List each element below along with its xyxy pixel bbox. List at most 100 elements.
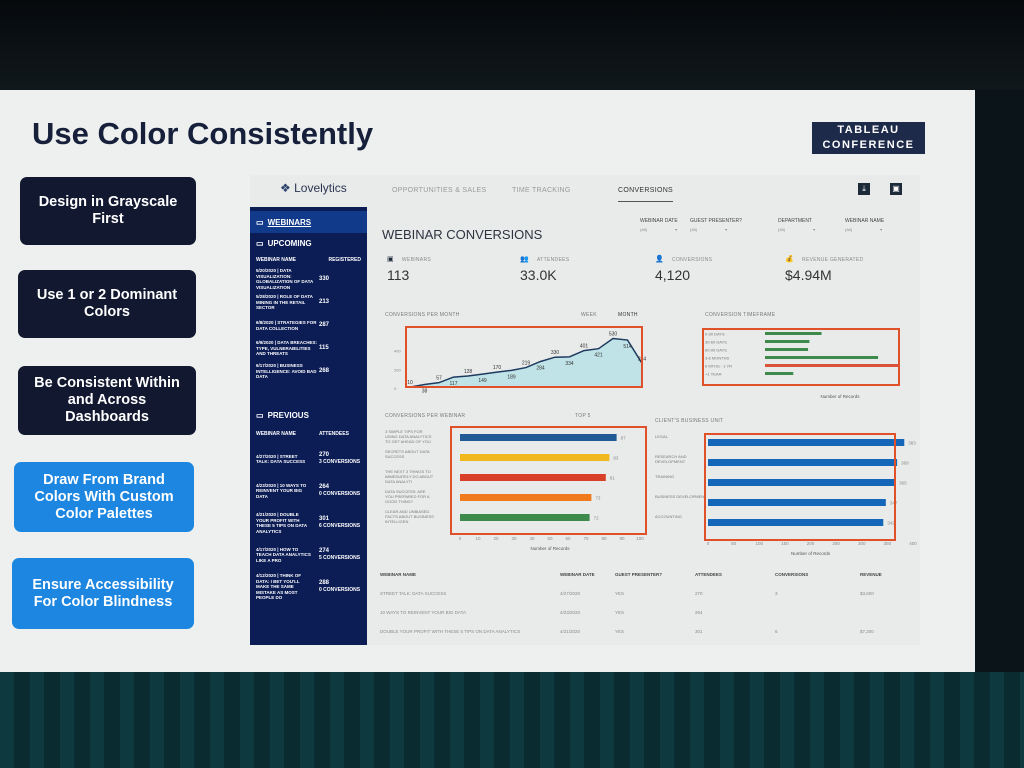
highlight-box [702,328,900,386]
data-label: 10 [407,380,413,386]
table-cell: 3 [775,591,778,596]
bar[interactable] [708,459,898,466]
tab-opportunities-sales[interactable]: OPPORTUNITIES & SALES [392,187,487,194]
previous-label: PREVIOUS [267,410,309,420]
kpi-value: $4.94M [785,267,832,283]
image-export-icon[interactable]: ▣ [890,183,902,195]
bar[interactable] [708,499,886,506]
filter-value: (All) ▾ [640,227,678,232]
webinar-name: 4/17/2020 | HOW TO TEACH DATA ANALYTICS … [256,546,311,563]
column-header[interactable]: GUEST PRESENTER? [615,572,663,577]
kpi-label: 💰 REVENUE GENERATED [785,255,863,263]
x-axis-label: Number of Records [530,546,570,551]
upcoming-row[interactable]: 6/9/2020 | DATA BREACHES: TYPE, VULNERAB… [250,337,367,360]
data-label: 347 [890,501,898,506]
bar[interactable] [765,340,810,343]
bar[interactable] [765,364,900,367]
category-label: CLEAR AND UNBIASED FACTS ABOUT BUSINESS IN… [385,509,434,524]
webinar-name: 6/9/2020 | DATA BREACHES: TYPE, VULNERAB… [256,340,317,357]
filter-dropdown[interactable]: WEBINAR DATE (All) ▾ [640,218,678,232]
bar[interactable] [708,519,884,526]
x-tick-label: 0 [707,541,710,546]
chevron-down-icon: ▾ [813,227,816,232]
bar[interactable] [460,434,617,441]
data-label: 72 [594,516,600,521]
data-label: 57 [436,376,442,382]
kpi-card: ▣ WEBINARS 113 [387,255,431,283]
table-cell: 6 [775,629,778,634]
data-label: 38 [422,388,428,394]
people-icon: 👥 [520,256,530,263]
table-cell: YES [615,610,625,615]
webinar-name: 4/21/2020 | DOUBLE YOUR PROFIT WITH THES… [256,512,307,534]
bar[interactable] [765,372,794,375]
column-header[interactable]: ATTENDEES [695,572,722,577]
business-unit-title: CLIENT'S BUSINESS UNIT [655,418,724,424]
bar[interactable] [708,439,905,446]
top-filter[interactable]: TOP 5 [575,413,591,419]
previous-row[interactable]: 4/21/2020 | DOUBLE YOUR PROFIT WITH THES… [250,507,367,539]
table-cell: 4/27/2020 [560,591,581,596]
previous-row[interactable]: 4/17/2020 | HOW TO TEACH DATA ANALYTICS … [250,539,367,571]
x-tick-label: 70 [583,536,589,541]
filter-label: WEBINAR DATE [640,218,678,224]
table-cell: 4/21/2020 [560,629,581,634]
bar[interactable] [460,514,590,521]
column-header[interactable]: WEBINAR DATE [560,572,595,577]
pdf-icon[interactable]: ⤓ [858,183,870,195]
table-row[interactable]: STREET TALK: DATA SUCCESS 4/27/2020 YES 270… [380,584,900,603]
attendees-cell: 274 5 CONVERSIONS [319,548,361,562]
data-label: 284 [536,365,545,371]
upcoming-row[interactable]: 5/20/2020 | DATA VISUALIZATION: GLOBALIZ… [250,267,367,291]
previous-row[interactable]: 4/12/2020 | THINK OF DATA: I BET YOU'LL … [250,571,367,603]
filter-dropdown[interactable]: GUEST PRESENTER? (All) ▾ [690,218,742,232]
attendees-cell: 301 6 CONVERSIONS [319,516,361,530]
filter-value: (All) ▾ [690,227,742,232]
week-toggle[interactable]: WEEK [581,312,597,318]
bar[interactable] [765,356,879,359]
upcoming-row[interactable]: 6/8/2020 | STRATEGIES FOR DATA COLLECTIO… [250,314,367,337]
bar[interactable] [765,348,809,351]
tab-time-tracking[interactable]: TIME TRACKING [512,187,571,194]
filter-value: (All) ▾ [778,227,815,232]
category-label: BUSINESS DEVELOPMENT [655,494,707,499]
table-row[interactable]: 10 WAYS TO REINVENT YOUR BIG DATA 4/23/20… [380,603,900,622]
filter-dropdown[interactable]: DEPARTMENT (All) ▾ [778,218,815,232]
previous-row[interactable]: 4/23/2020 | 10 WAYS TO REINVENT YOUR BIG… [250,475,367,507]
calendar-icon: ▭ [256,217,264,227]
filter-dropdown[interactable]: WEBINAR NAME (All) ▾ [845,218,884,232]
category-label: ACCOUNTING [655,514,682,519]
webinar-name: 5/20/2020 | DATA VISUALIZATION: GLOBALIZ… [256,268,314,290]
attendee-count: 301 [319,516,330,522]
x-tick-label: 50 [547,536,553,541]
presentation-slide: Use Color Consistently TABLEAU CONFERENCE… [0,90,975,672]
previous-row[interactable]: 4/27/2020 | STREET TALK: DATA SUCCESS 270… [250,443,367,475]
bar[interactable] [460,454,610,461]
x-tick-label: 300 [858,541,866,546]
bar[interactable] [460,494,592,501]
upcoming-row[interactable]: 5/28/2020 | ROLE OF DATA MINING IN THE R… [250,291,367,314]
month-toggle[interactable]: MONTH [618,312,638,318]
upcoming-row[interactable]: 6/17/2020 | BUSINESS INTELLIGENCE: AVOID… [250,360,367,383]
bar[interactable] [708,479,896,486]
stage-ceiling [0,0,1024,90]
table-header: WEBINAR NAME WEBINAR DATE GUEST PRESENTER?… [380,565,900,584]
highlight-box [450,426,647,535]
filter-selected: (All) [845,227,853,232]
bar[interactable] [765,332,822,335]
upcoming-header: ▭ UPCOMING [250,233,367,253]
sidebar-item-webinars[interactable]: ▭ WEBINARS [250,211,367,233]
table-cell: YES [615,629,625,634]
tab-conversions[interactable]: CONVERSIONS [618,187,674,202]
column-header[interactable]: CONVERSIONS [775,572,809,577]
column-header[interactable]: WEBINAR NAME [380,572,416,577]
x-tick-label: 90 [619,536,625,541]
x-tick-label: 350 [884,541,892,546]
kpi-label-text: WEBINARS [401,257,431,263]
data-label: 530 [609,332,618,338]
table-row[interactable]: DOUBLE YOUR PROFIT WITH THESE 5 TIPS ON … [380,622,900,641]
column-header[interactable]: REVENUE [860,572,882,577]
conversion-count: 0 CONVERSIONS [319,587,361,593]
data-label: 87 [621,436,627,441]
bar[interactable] [460,474,606,481]
